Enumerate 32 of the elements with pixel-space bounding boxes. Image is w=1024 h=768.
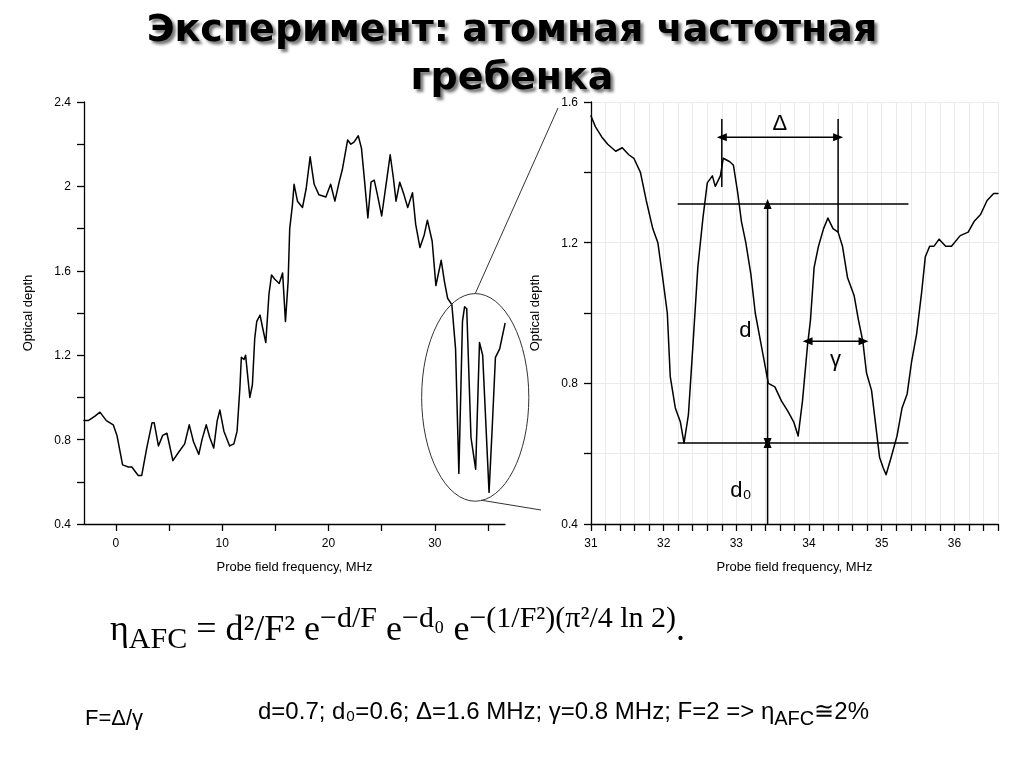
- x-tick-label: 31: [584, 536, 598, 550]
- x-tick-label: 35: [875, 536, 889, 550]
- x-tick-label: 10: [215, 536, 230, 550]
- y-tick-label: 0.8: [54, 432, 72, 447]
- x-tick-label: 20: [321, 536, 336, 550]
- y-tick-label: 0.4: [561, 517, 579, 531]
- text: η$_{AFC}$ = d²/F² e$^{−d/F}$ e$^{−d₀}$ e$^{−(1/F²)(π²/4 ln 2)}$.: [110, 600, 686, 655]
- x-tick-label: 34: [802, 536, 817, 550]
- y-axis-title: Optical depth: [20, 274, 35, 352]
- x-axis-title: Probe field frequency, MHz: [216, 559, 373, 574]
- y-tick-label: 2.4: [54, 95, 72, 109]
- annotation: γ: [830, 346, 842, 372]
- annotation: d: [739, 316, 752, 342]
- y-tick-label: 1.6: [561, 95, 579, 109]
- y-tick-label: 1.2: [54, 348, 72, 363]
- x-tick-label: 0: [112, 536, 120, 550]
- annotation: Δ: [772, 109, 788, 136]
- text: d=0.7; d₀=0.6; Δ=1.6 MHz; γ=0.8 MHz; F=2 => η$_{AFC}$≅2%: [258, 697, 869, 729]
- y-tick-label: 2: [64, 179, 72, 194]
- y-tick-label: 1.6: [54, 263, 72, 278]
- chart-title: Эксперимент: атомная частотная гребенка: [146, 6, 878, 98]
- x-tick-label: 30: [428, 536, 442, 550]
- y-tick-label: 0.4: [54, 517, 72, 531]
- y-axis-title: Optical depth: [527, 274, 542, 352]
- x-tick-label: 32: [657, 536, 671, 550]
- text: F=Δ/γ: [85, 705, 144, 731]
- y-tick-label: 0.8: [561, 376, 579, 391]
- x-tick-label: 33: [729, 536, 744, 550]
- x-tick-label: 36: [947, 536, 962, 550]
- x-axis-title: Probe field frequency, MHz: [716, 559, 873, 574]
- y-tick-label: 1.2: [561, 235, 579, 250]
- annotation: d₀: [730, 476, 752, 502]
